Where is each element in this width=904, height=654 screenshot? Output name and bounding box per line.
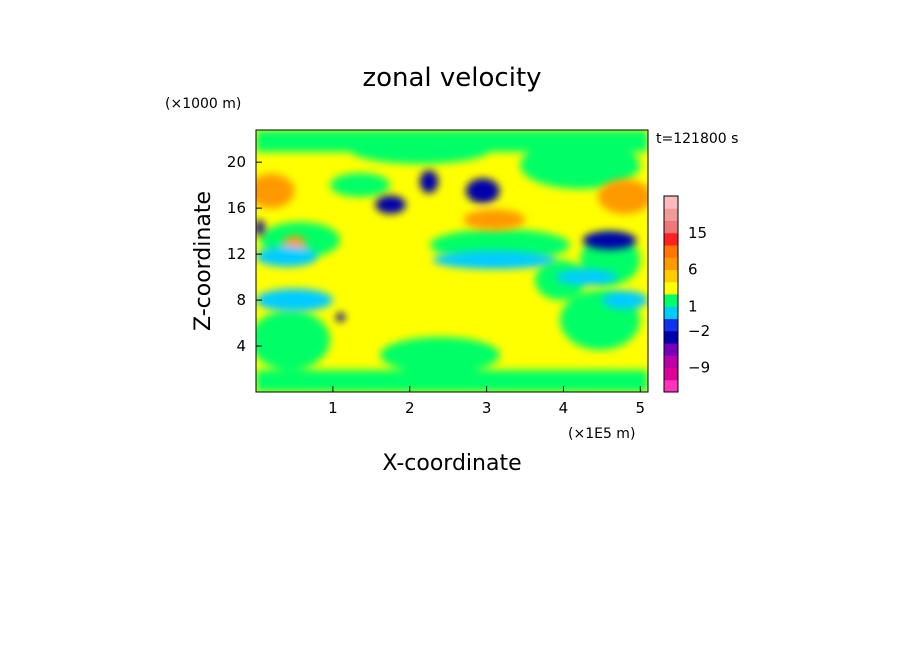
time-label: t=121800 s — [656, 131, 738, 147]
colorbar-segment — [664, 355, 678, 368]
x-tick-label: 3 — [482, 399, 492, 417]
colorbar-segment — [664, 379, 678, 393]
colorbar-segment — [664, 257, 678, 270]
x-axis-label: X-coordinate — [382, 451, 521, 476]
colorbar-segment — [664, 343, 678, 356]
field-feature-11 — [256, 288, 333, 312]
contour-field — [256, 130, 648, 392]
field-feature-10 — [256, 246, 318, 267]
colorbar-segment — [664, 232, 678, 246]
colorbar: 15 6 1 −2 −9 — [663, 195, 710, 393]
field-feature-4 — [256, 219, 265, 236]
x-tick-label: 4 — [559, 399, 569, 417]
x-tick-label: 5 — [636, 399, 646, 417]
field-feature-14 — [555, 269, 618, 286]
colorbar-tick-label: −2 — [688, 322, 710, 340]
colorbar-segment — [664, 269, 678, 283]
field-feature-12 — [432, 250, 556, 270]
y-tick-label: 4 — [236, 337, 246, 355]
x-tick-label: 2 — [405, 399, 415, 417]
y-unit-label: (×1000 m) — [165, 96, 241, 112]
x-tick-label: 1 — [328, 399, 338, 417]
field-feature-13 — [601, 290, 648, 310]
colorbar-segment — [664, 294, 678, 307]
field-feature-7 — [598, 179, 648, 214]
colorbar-segment — [664, 281, 678, 295]
x-unit-label: (×1E5 m) — [568, 426, 635, 442]
field-feature-8 — [463, 209, 526, 230]
chart-title: zonal velocity — [362, 63, 541, 93]
field-feature-6 — [256, 173, 295, 209]
colorbar-segment — [664, 318, 678, 332]
y-axis: 4 8 12 16 20 — [227, 153, 262, 355]
colorbar-tick-label: 1 — [688, 297, 698, 315]
colorbar-segment — [664, 367, 678, 381]
field-feature-0 — [465, 178, 500, 204]
y-axis-label: Z-coordinate — [191, 191, 216, 331]
field-feature-5 — [335, 312, 346, 322]
field-feature-1 — [419, 170, 439, 194]
colorbar-segment — [664, 306, 678, 319]
field-feature-2 — [375, 195, 406, 214]
x-axis: 1 2 3 4 5 — [328, 386, 645, 417]
colorbar-tick-label: −9 — [688, 359, 710, 377]
colorbar-segment — [664, 208, 678, 221]
colorbar-tick-label: 15 — [688, 224, 707, 242]
colorbar-tick-label: 6 — [688, 261, 698, 279]
field-feature-3 — [582, 231, 637, 250]
colorbar-frame — [663, 195, 679, 393]
plot-frame — [255, 129, 649, 393]
y-tick-label: 8 — [236, 291, 246, 309]
colorbar-segment — [664, 220, 678, 234]
field-features — [256, 170, 648, 322]
y-tick-label: 12 — [227, 245, 246, 263]
colorbar-segment — [664, 196, 678, 209]
y-tick-label: 20 — [227, 153, 246, 171]
y-tick-label: 16 — [227, 199, 246, 217]
colorbar-segment — [664, 330, 678, 344]
colorbar-segment — [664, 245, 678, 258]
